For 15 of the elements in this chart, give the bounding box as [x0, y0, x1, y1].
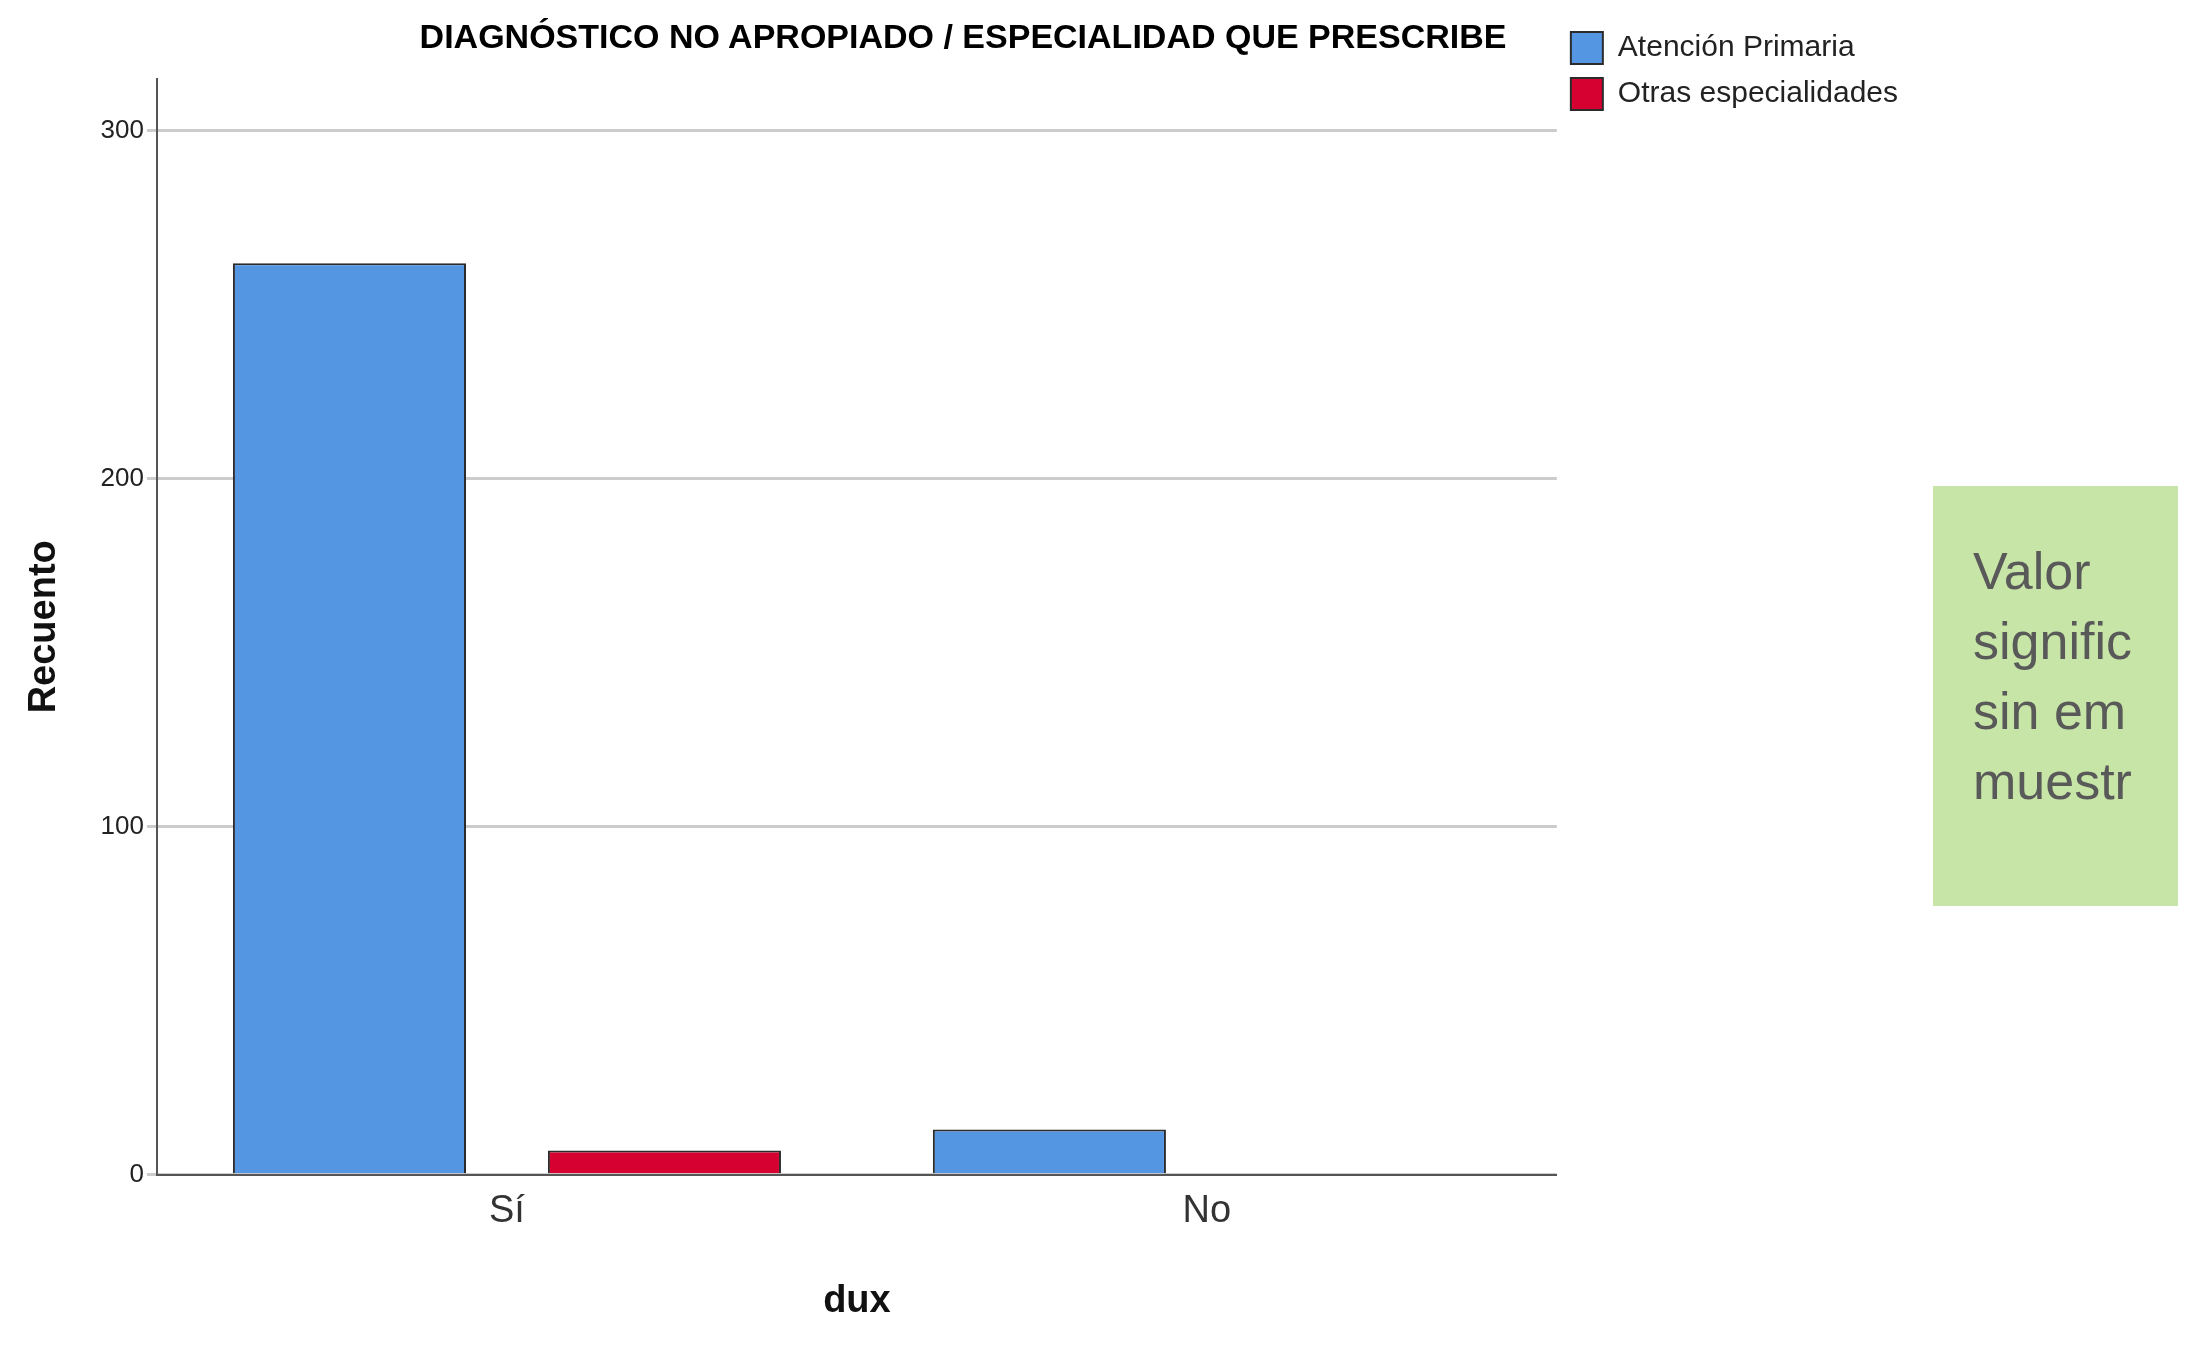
chart-title: DIAGNÓSTICO NO APROPIADO / ESPECIALIDAD QUE PRESCRIBE: [419, 16, 1507, 55]
x-axis-title: dux: [823, 1277, 891, 1320]
y-tick-label: 300: [100, 114, 144, 145]
legend-label: Atención Primaria: [1617, 29, 1855, 63]
x-tick-label: Sí: [488, 1188, 526, 1231]
text: muestr: [1973, 751, 2133, 812]
y-tick-label: 0: [129, 1157, 144, 1188]
y-tick-label: 100: [100, 810, 144, 841]
legend-label: Otras especialidades: [1617, 75, 1898, 109]
x-tick-label: No: [1182, 1188, 1232, 1231]
text: sin em: [1973, 681, 2128, 742]
y-tick-label: 200: [100, 462, 144, 493]
text: signific: [1973, 611, 2133, 672]
y-axis-title: Recuento: [21, 540, 64, 714]
text: Valor: [1973, 541, 2092, 602]
